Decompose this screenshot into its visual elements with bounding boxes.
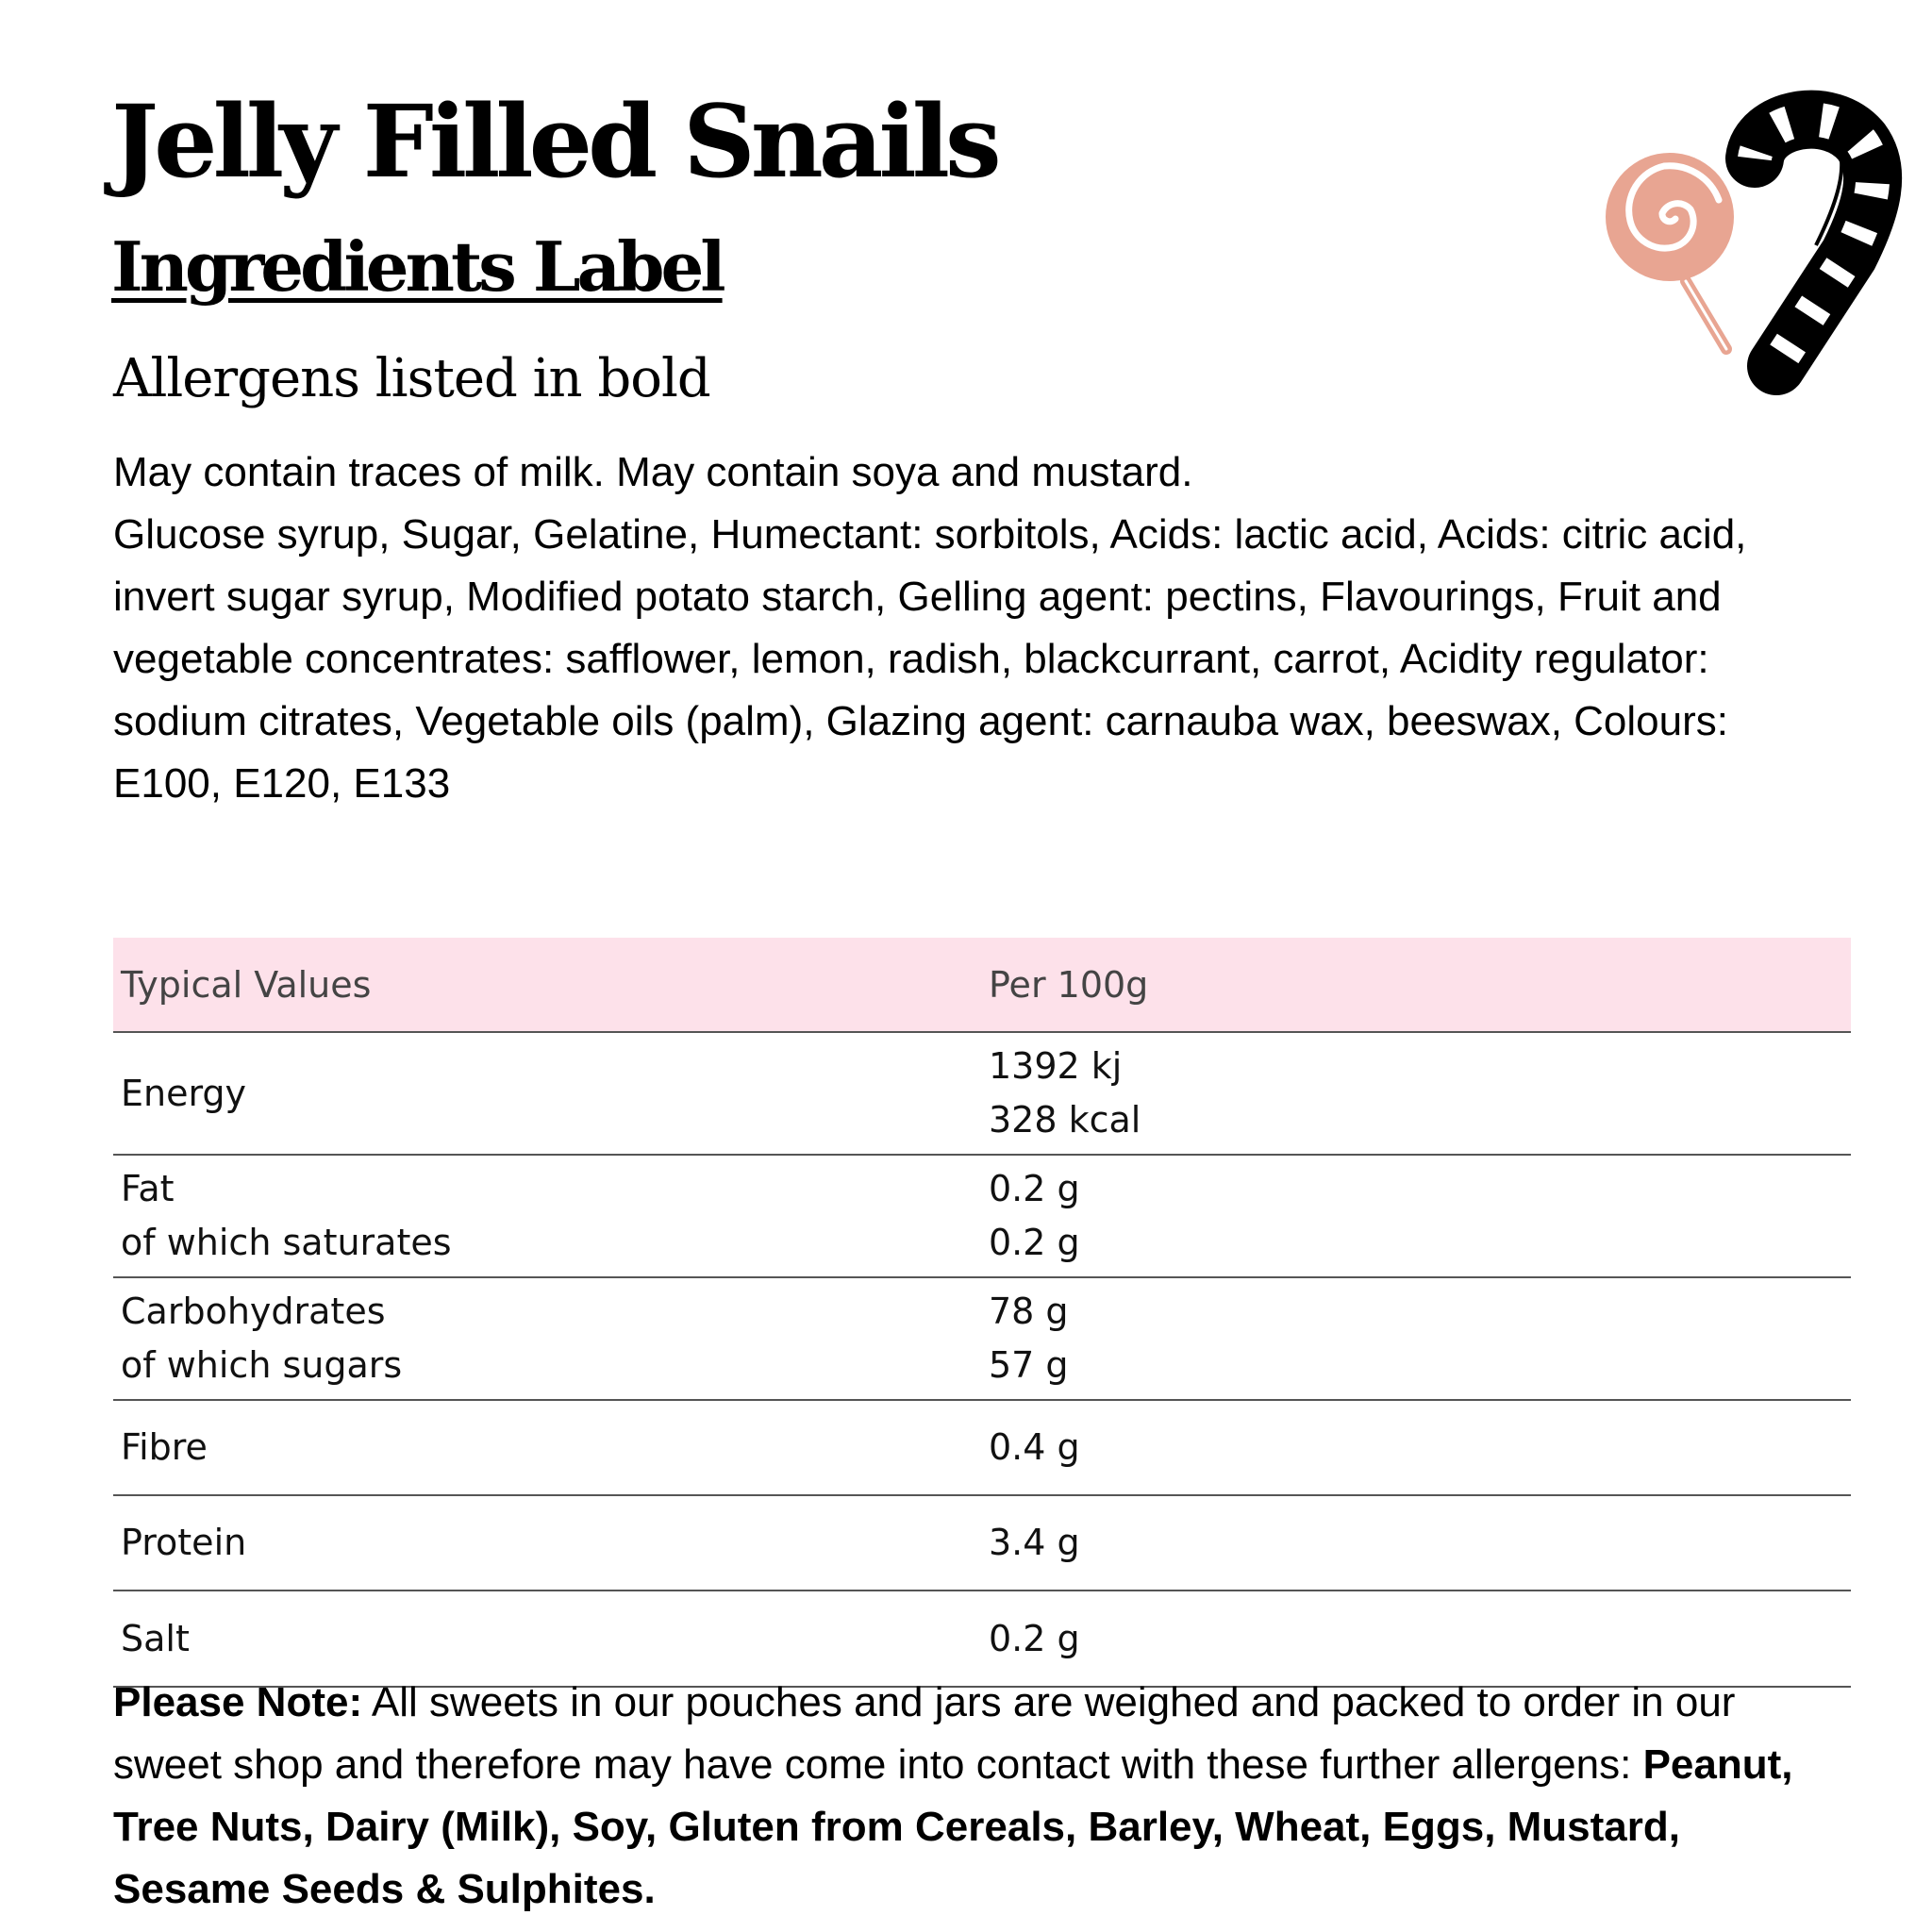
value-fibre: 0.4 g [981, 1400, 1851, 1496]
lollipop-icon [1606, 153, 1734, 355]
label-energy: Energy [121, 1072, 247, 1114]
value-fat: 0.2 g [989, 1168, 1080, 1209]
please-note: Please Note: All sweets in our pouches a… [113, 1672, 1840, 1921]
row-label: Energy [113, 1032, 981, 1156]
label-saturates: of which saturates [121, 1222, 452, 1263]
row-value: 78 g 57 g [981, 1277, 1851, 1401]
table-row-carbohydrates: Carbohydrates of which sugars 78 g 57 g [113, 1277, 1851, 1401]
value-carbohydrates: 78 g [989, 1291, 1069, 1332]
label-carbohydrates: Carbohydrates [121, 1291, 386, 1332]
row-value: 0.2 g 0.2 g [981, 1155, 1851, 1278]
label-fat: Fat [121, 1168, 175, 1209]
row-value: 1392 kj 328 kcal [981, 1032, 1851, 1156]
ingredients-list: Glucose syrup, Sugar, Gelatine, Humectan… [113, 511, 1747, 807]
further-allergens: Peanut, Tree Nuts, Dairy (Milk), Soy, Gl… [113, 1741, 1793, 1912]
nutrition-table: Typical Values Per 100g Energy 1392 kj 32… [113, 938, 1851, 1688]
value-saturates: 0.2 g [989, 1222, 1080, 1263]
table-row-fibre: Fibre 0.4 g [113, 1400, 1851, 1496]
please-note-lead: Please Note: [113, 1679, 363, 1725]
row-label: Carbohydrates of which sugars [113, 1277, 981, 1401]
please-note-text: All sweets in our pouches and jars are w… [113, 1679, 1736, 1788]
value-sugars: 57 g [989, 1344, 1069, 1386]
table-header-row: Typical Values Per 100g [113, 938, 1851, 1033]
allergen-note: Allergens listed in bold [113, 348, 711, 409]
ingredients-text: May contain traces of milk. May contain … [113, 441, 1840, 815]
label-sugars: of which sugars [121, 1344, 403, 1386]
sweets-logo [1606, 90, 1903, 395]
table-row-fat: Fat of which saturates 0.2 g 0.2 g [113, 1155, 1851, 1278]
table-row-energy: Energy 1392 kj 328 kcal [113, 1032, 1851, 1156]
table-row-salt: Salt 0.2 g [113, 1591, 1851, 1688]
row-label: Fat of which saturates [113, 1155, 981, 1278]
label-fibre: Fibre [113, 1400, 981, 1496]
column-header-per-100g: Per 100g [981, 938, 1851, 1033]
value-salt: 0.2 g [981, 1591, 1851, 1688]
value-kj: 1392 kj [989, 1045, 1123, 1087]
label-subtitle: Ingredients Label [111, 226, 726, 307]
may-contain-text: May contain traces of milk. May contain … [113, 449, 1193, 495]
value-protein: 3.4 g [981, 1495, 1851, 1591]
column-header-typical-values: Typical Values [113, 938, 981, 1033]
product-title: Jelly Filled Snails [111, 82, 1002, 200]
table-row-protein: Protein 3.4 g [113, 1495, 1851, 1591]
label-salt: Salt [113, 1591, 981, 1688]
label-protein: Protein [113, 1495, 981, 1591]
candy-cane-icon [1725, 90, 1903, 395]
value-kcal: 328 kcal [989, 1099, 1141, 1141]
